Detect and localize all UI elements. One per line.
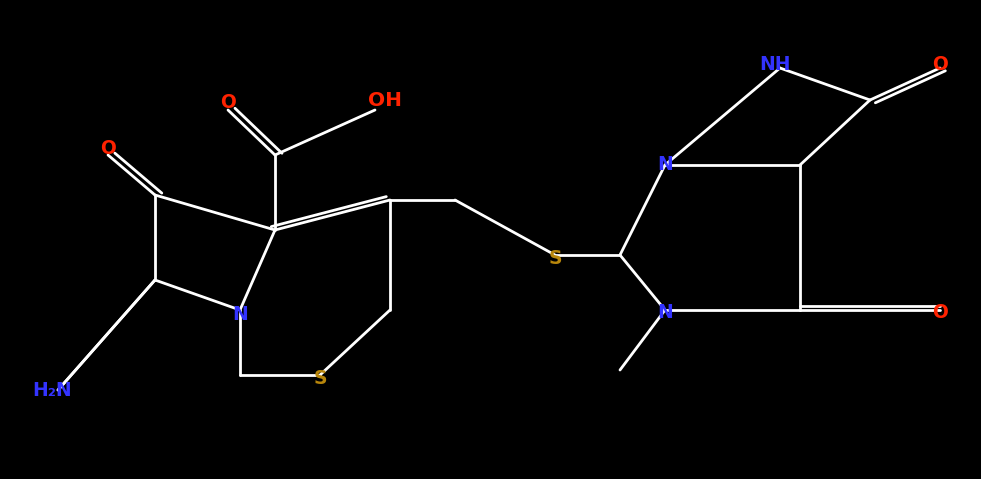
Text: NH: NH (759, 56, 791, 75)
Text: O: O (220, 93, 236, 113)
Text: N: N (657, 156, 673, 174)
Text: OH: OH (368, 91, 402, 110)
Text: O: O (100, 138, 116, 158)
Text: N: N (232, 306, 248, 324)
Text: N: N (657, 303, 673, 321)
Text: O: O (932, 303, 948, 321)
Text: S: S (313, 368, 327, 388)
Text: H₂N: H₂N (32, 380, 72, 399)
Text: S: S (548, 249, 562, 267)
Text: O: O (932, 56, 948, 75)
